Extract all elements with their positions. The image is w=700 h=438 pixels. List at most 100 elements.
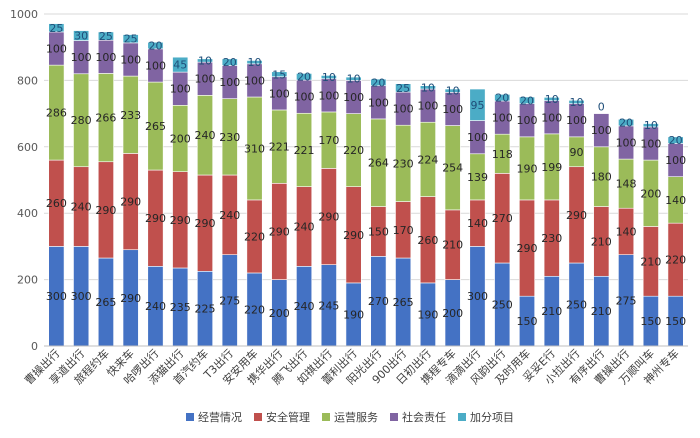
data-label: 240 <box>71 201 92 214</box>
data-label: 148 <box>616 178 637 191</box>
data-label: 235 <box>170 301 191 314</box>
data-label: 240 <box>145 300 166 313</box>
data-label: 290 <box>318 211 339 224</box>
data-label: 240 <box>195 129 216 142</box>
y-tick-label: 400 <box>17 207 38 220</box>
legend-label: 经营情况 <box>198 411 242 424</box>
data-label: 290 <box>343 229 364 242</box>
data-label: 224 <box>417 153 438 166</box>
legend-item: 运营服务 <box>322 409 378 425</box>
legend-label: 加分项目 <box>470 411 514 424</box>
data-label: 100 <box>120 53 141 66</box>
data-label: 210 <box>591 235 612 248</box>
bar-segment <box>667 136 684 144</box>
data-label: 266 <box>95 112 116 125</box>
data-label: 230 <box>541 232 562 245</box>
data-label: 100 <box>145 59 166 72</box>
data-label: 190 <box>417 308 438 321</box>
legend-swatch <box>254 413 262 421</box>
data-label: 230 <box>219 131 240 144</box>
data-label: 25 <box>49 22 63 35</box>
data-label: 118 <box>492 148 513 161</box>
data-label: 100 <box>591 124 612 137</box>
data-label: 260 <box>417 234 438 247</box>
data-label: 20 <box>223 56 237 69</box>
data-label: 170 <box>393 224 414 237</box>
data-label: 100 <box>244 74 265 87</box>
data-label: 240 <box>294 220 315 233</box>
bar-segment <box>197 58 213 63</box>
data-label: 10 <box>347 73 361 86</box>
data-label: 139 <box>467 171 488 184</box>
legend-label: 社会责任 <box>402 411 446 424</box>
legend-item: 经营情况 <box>186 409 242 425</box>
data-label: 300 <box>467 290 488 303</box>
data-label: 210 <box>640 255 661 268</box>
data-label: 265 <box>145 120 166 133</box>
data-label: 10 <box>198 54 212 67</box>
data-label: 10 <box>545 93 559 106</box>
bar-segment <box>494 94 511 102</box>
data-label: 20 <box>148 40 162 53</box>
data-label: 20 <box>619 117 633 130</box>
bar-segment <box>172 56 189 73</box>
data-label: 100 <box>195 73 216 86</box>
data-label: 100 <box>566 114 587 127</box>
data-label: 10 <box>570 96 584 109</box>
data-label: 100 <box>616 136 637 149</box>
data-label: 290 <box>170 214 191 227</box>
legend-item: 加分项目 <box>458 409 514 425</box>
data-label: 225 <box>195 303 216 316</box>
data-label: 100 <box>665 154 686 167</box>
data-label: 290 <box>120 196 141 209</box>
data-label: 10 <box>322 71 336 84</box>
data-label: 20 <box>495 92 509 105</box>
data-label: 100 <box>492 112 513 125</box>
y-tick-label: 200 <box>17 274 38 287</box>
data-label: 100 <box>368 96 389 109</box>
bar-segment <box>469 88 486 121</box>
data-label: 250 <box>492 299 513 312</box>
bar-segment <box>642 123 659 128</box>
data-label: 150 <box>368 225 389 238</box>
bar-segment <box>419 85 436 90</box>
data-label: 200 <box>170 133 191 146</box>
data-label: 100 <box>393 103 414 116</box>
data-label: 300 <box>71 290 92 303</box>
data-label: 150 <box>665 315 686 328</box>
bar-segment <box>370 78 387 87</box>
data-label: 140 <box>665 194 686 207</box>
data-label: 190 <box>343 308 364 321</box>
data-label: 200 <box>442 307 463 320</box>
data-label: 290 <box>566 209 587 222</box>
data-label: 90 <box>570 146 584 159</box>
bar-segment <box>543 97 560 101</box>
data-label: 100 <box>318 89 339 102</box>
bar-segment <box>444 88 461 93</box>
data-label: 150 <box>517 315 538 328</box>
bar-segment <box>271 71 288 78</box>
bar-segment <box>395 83 412 93</box>
data-label: 220 <box>244 230 265 243</box>
data-label: 200 <box>640 187 661 200</box>
y-tick-label: 0 <box>31 340 38 353</box>
data-label: 240 <box>294 300 315 313</box>
data-label: 275 <box>616 294 637 307</box>
data-label: 100 <box>170 83 191 96</box>
x-axis: 曹操出行享道出行旅程约车快来车哈啰出行添猫出行首汽约车T3出行安安用车携华出行腾… <box>21 345 688 387</box>
data-label: 254 <box>442 162 463 175</box>
legend-swatch <box>186 413 194 421</box>
data-label: 45 <box>173 59 187 72</box>
data-label: 150 <box>640 315 661 328</box>
legend-item: 社会责任 <box>390 409 446 425</box>
bar-segment <box>246 60 263 65</box>
legend-swatch <box>458 413 466 421</box>
legend-swatch <box>390 413 398 421</box>
bar-stacks <box>48 23 684 347</box>
data-label: 100 <box>417 100 438 113</box>
data-label: 210 <box>541 305 562 318</box>
bar-segment <box>48 23 65 33</box>
data-label: 264 <box>368 157 389 170</box>
data-label: 10 <box>644 119 658 132</box>
